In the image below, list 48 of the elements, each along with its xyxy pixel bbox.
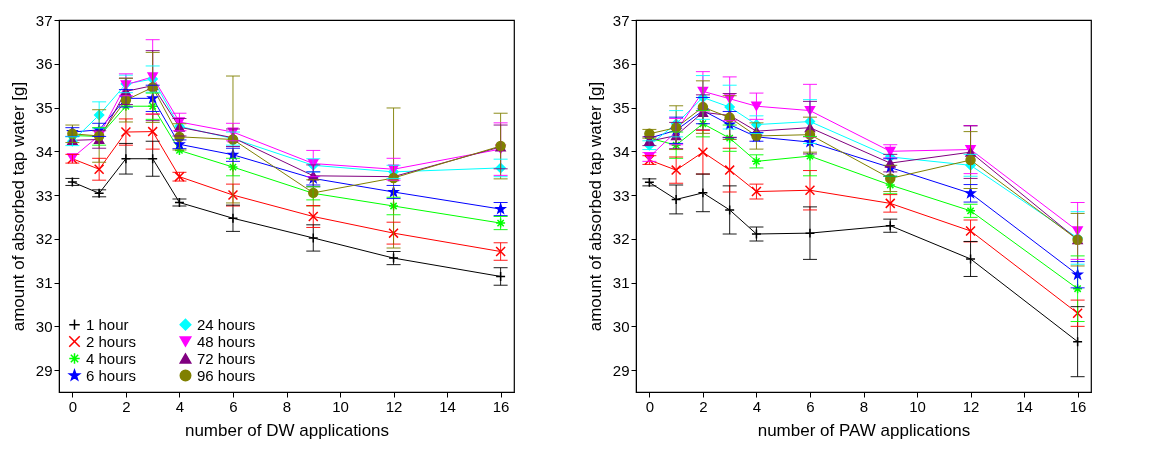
legend-label: 4 hours [86,349,137,367]
x-tick-label: 14 [439,397,456,415]
y-tick-label: 33 [35,186,53,204]
y-tick-label: 35 [612,99,630,117]
y-tick-label: 37 [612,11,630,29]
x-tick-label: 12 [385,397,403,415]
y-axis-title: amount of absorbed tap water [g] [8,81,28,332]
x-tick-label: 0 [68,397,78,415]
y-tick-label: 34 [612,142,630,160]
y-tick-label: 37 [35,11,53,29]
y-tick-label: 32 [612,230,630,248]
x-tick-label: 10 [332,397,349,415]
legend-label: 96 hours [197,366,256,384]
y-tick-label: 29 [612,361,630,379]
y-tick-label: 34 [35,142,53,160]
x-tick-label: 6 [806,397,815,415]
y-tick-label: 36 [612,55,630,73]
legend-label: 1 hour [86,315,129,333]
y-tick-label: 35 [35,99,53,117]
x-axis-title: number of DW applications [184,420,390,440]
y-tick-label: 32 [35,230,53,248]
y-axis-title: amount of absorbed tap water [g] [585,81,605,332]
x-tick-label: 4 [175,397,185,415]
x-tick-label: 0 [645,397,655,415]
x-tick-label: 14 [1016,397,1033,415]
y-tick-label: 29 [35,361,53,379]
x-tick-label: 12 [962,397,980,415]
y-tick-label: 30 [612,317,630,335]
y-tick-label: 31 [612,274,630,292]
y-tick-label: 36 [35,55,53,73]
x-tick-label: 8 [859,397,869,415]
x-tick-label: 8 [282,397,292,415]
x-tick-label: 10 [909,397,926,415]
x-tick-label: 16 [1069,397,1087,415]
legend-label: 72 hours [197,349,256,367]
y-tick-label: 31 [35,274,53,292]
legend-label: 48 hours [197,332,256,350]
x-tick-label: 2 [122,397,131,415]
x-tick-label: 6 [229,397,238,415]
x-tick-label: 2 [699,397,708,415]
x-axis-title: number of PAW applications [757,420,971,440]
x-tick-label: 16 [492,397,510,415]
legend-label: 24 hours [197,315,256,333]
legend-label: 6 hours [86,366,137,384]
legend-label: 2 hours [86,332,137,350]
y-tick-label: 33 [612,186,630,204]
x-tick-label: 4 [752,397,762,415]
y-tick-label: 30 [35,317,53,335]
